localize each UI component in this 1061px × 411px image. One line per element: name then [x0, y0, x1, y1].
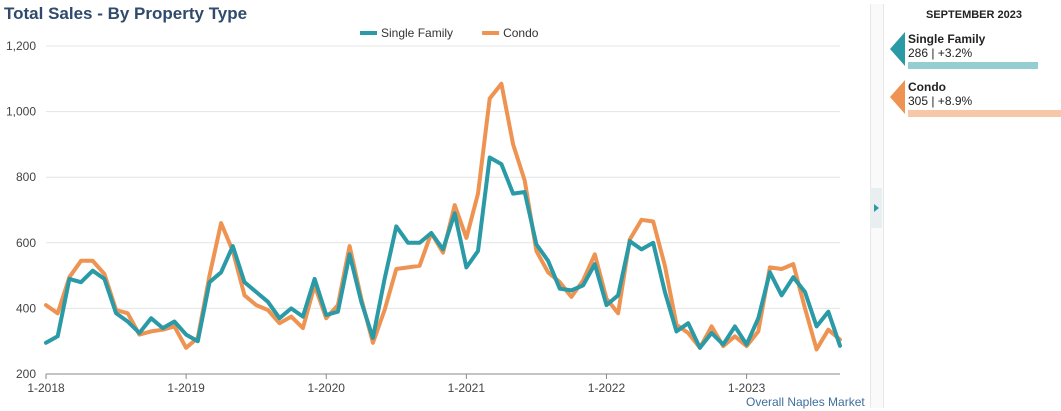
x-axis-ticks: 1-2018 1-2019 1-2020 1-2021 1-2022 1-2023 [27, 374, 766, 395]
gridlines [46, 45, 840, 309]
entry-name: Condo [908, 80, 946, 94]
entry-name: Single Family [908, 32, 986, 46]
series-marker-icon [890, 32, 905, 66]
series-line-single-family [44, 155, 842, 350]
series-marker-icon [890, 80, 905, 114]
entry-stats: 305 | +8.9% [908, 94, 973, 108]
panel-date-header: SEPTEMBER 2023 [926, 9, 1022, 21]
y-tick-label: 400 [16, 301, 36, 315]
sales-line-chart: 200 400 600 800 1,000 1,200 1-2018 1-2019 1-202… [6, 26, 842, 395]
x-tick-label: 1-2018 [27, 381, 65, 395]
x-tick-label: 1-2023 [728, 381, 766, 395]
legend-label: Condo [503, 26, 539, 40]
entry-value-bar [908, 62, 1038, 69]
y-tick-label: 200 [16, 367, 36, 381]
entry-value-bar [908, 110, 1061, 117]
side-panel: SEPTEMBER 2023 Single Family 286 | +3.2%… [890, 0, 1061, 411]
x-tick-label: 1-2020 [308, 381, 346, 395]
chart-title: Total Sales - By Property Type [4, 4, 248, 23]
y-axis-ticks: 200 400 600 800 1,000 1,200 [6, 39, 36, 381]
y-tick-label: 1,000 [6, 105, 36, 119]
collapse-panel-button[interactable] [870, 188, 882, 228]
chevron-right-icon [874, 204, 879, 212]
y-tick-label: 800 [16, 170, 36, 184]
legend-item-condo[interactable]: Condo [482, 26, 539, 40]
x-tick-label: 1-2021 [448, 381, 486, 395]
panel-entry-single-family[interactable]: Single Family 286 | +3.2% [890, 32, 1061, 72]
panel-entry-condo[interactable]: Condo 305 | +8.9% [890, 80, 1061, 120]
overall-market-link[interactable]: Overall Naples Market [746, 395, 865, 409]
y-tick-label: 600 [16, 236, 36, 250]
legend-label: Single Family [381, 26, 453, 40]
legend-item-single-family[interactable]: Single Family [360, 26, 453, 40]
x-tick-label: 1-2019 [167, 381, 205, 395]
series-line-condo [44, 81, 842, 352]
x-tick-label: 1-2022 [588, 381, 626, 395]
legend[interactable]: Single Family Condo [360, 26, 539, 40]
y-tick-label: 1,200 [6, 39, 36, 53]
entry-stats: 286 | +3.2% [908, 46, 973, 60]
series-lines [44, 81, 842, 352]
